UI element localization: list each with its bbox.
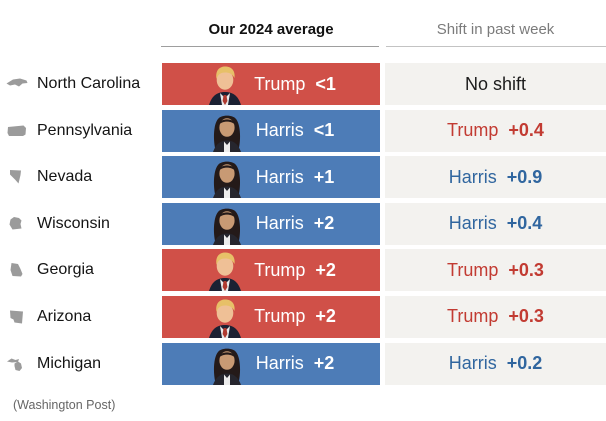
bar-candidate-label: Harris: [255, 120, 304, 141]
state-cell: Wisconsin: [4, 203, 110, 245]
shift-candidate-label: Harris: [448, 353, 497, 374]
table-row: Pennsylvania Harris <1 Trump +0.4: [0, 109, 606, 152]
bar-margin-value: +2: [313, 213, 335, 234]
shift-value: +0.2: [506, 353, 543, 374]
source-attribution: (Washington Post): [13, 398, 116, 412]
average-bar: Trump +2: [162, 295, 380, 338]
bar-margin-value: +2: [315, 306, 336, 327]
bar-candidate-label: Trump: [254, 306, 306, 327]
state-label: Michigan: [37, 354, 102, 372]
bar-candidate-label: Trump: [254, 73, 306, 94]
state-cell: Pennsylvania: [4, 110, 132, 152]
state-label: Pennsylvania: [37, 121, 133, 139]
state-cell: Nevada: [4, 156, 92, 198]
table-row: Arizona Trump +2 Trump +0.3: [0, 295, 606, 338]
average-bar: Harris +2: [162, 342, 380, 385]
state-cell: Arizona: [4, 296, 91, 338]
state-cell: Michigan: [4, 343, 101, 385]
column-header-shift: Shift in past week: [436, 21, 555, 38]
trump-portrait: [206, 298, 244, 338]
header-underline-average: [161, 46, 379, 47]
shift-cell: No shift: [385, 63, 606, 105]
average-bar: Trump +2: [162, 249, 380, 292]
table-row: Nevada Harris +1 Harris +0.9: [0, 156, 606, 199]
harris-portrait: [208, 345, 246, 385]
state-label: Nevada: [37, 168, 93, 186]
shift-value: +0.4: [506, 213, 543, 234]
bar-margin-value: +1: [313, 166, 335, 187]
bar-margin-value: <1: [313, 120, 335, 141]
shift-candidate-label: Trump: [447, 306, 499, 327]
shift-cell: Trump +0.3: [385, 249, 606, 292]
nevada-icon: [4, 169, 29, 185]
shift-candidate-label: Harris: [448, 213, 497, 234]
state-label: North Carolina: [37, 75, 141, 92]
georgia-icon: [4, 262, 29, 278]
state-label: Georgia: [37, 261, 94, 279]
shift-value: +0.9: [506, 166, 543, 187]
average-bar: Harris +1: [162, 156, 380, 199]
wisconsin-icon: [4, 216, 29, 232]
shift-cell: Harris +0.2: [385, 342, 606, 385]
shift-value: +0.3: [508, 259, 544, 280]
table-row: Wisconsin Harris +2 Harris +0.4: [0, 202, 606, 245]
state-rows: North Carolina Trump <1 No shift Pennsyl…: [0, 63, 606, 385]
shift-value: +0.4: [508, 120, 544, 141]
shift-value: +0.3: [508, 306, 544, 327]
pennsylvania-icon: [4, 123, 29, 139]
shift-candidate-label: Trump: [447, 259, 499, 280]
table-row: Michigan Harris +2 Harris +0.2: [0, 342, 606, 385]
bar-margin-value: <1: [315, 73, 336, 94]
average-bar: Trump <1: [162, 63, 380, 105]
table-row: Georgia Trump +2 Trump +0.3: [0, 249, 606, 292]
state-cell: North Carolina: [4, 63, 140, 105]
state-label: Wisconsin: [37, 214, 110, 232]
bar-candidate-label: Harris: [255, 166, 304, 187]
no-shift-label: No shift: [464, 73, 527, 94]
arizona-icon: [4, 309, 29, 325]
average-bar: Harris <1: [162, 109, 380, 152]
bar-margin-value: +2: [313, 353, 335, 374]
trump-portrait: [206, 65, 244, 105]
shift-candidate-label: Harris: [448, 166, 497, 187]
michigan-icon: [4, 356, 29, 372]
shift-cell: Harris +0.4: [385, 202, 606, 245]
harris-portrait: [208, 205, 246, 245]
shift-cell: Harris +0.9: [385, 156, 606, 199]
column-header-average: Our 2024 average: [208, 21, 334, 38]
table-row: North Carolina Trump <1 No shift: [0, 63, 606, 105]
bar-candidate-label: Harris: [255, 353, 304, 374]
harris-portrait: [208, 112, 246, 152]
trump-portrait: [206, 251, 244, 291]
bar-margin-value: +2: [315, 259, 336, 280]
state-label: Arizona: [37, 307, 92, 325]
state-cell: Georgia: [4, 249, 94, 291]
shift-cell: Trump +0.3: [385, 295, 606, 338]
north-carolina-icon: [4, 76, 29, 92]
bar-candidate-label: Trump: [254, 259, 306, 280]
shift-cell: Trump +0.4: [385, 109, 606, 152]
harris-portrait: [208, 158, 246, 198]
shift-candidate-label: Trump: [447, 120, 499, 141]
average-bar: Harris +2: [162, 202, 380, 245]
header-underline-shift: [386, 46, 606, 47]
bar-candidate-label: Harris: [255, 213, 304, 234]
